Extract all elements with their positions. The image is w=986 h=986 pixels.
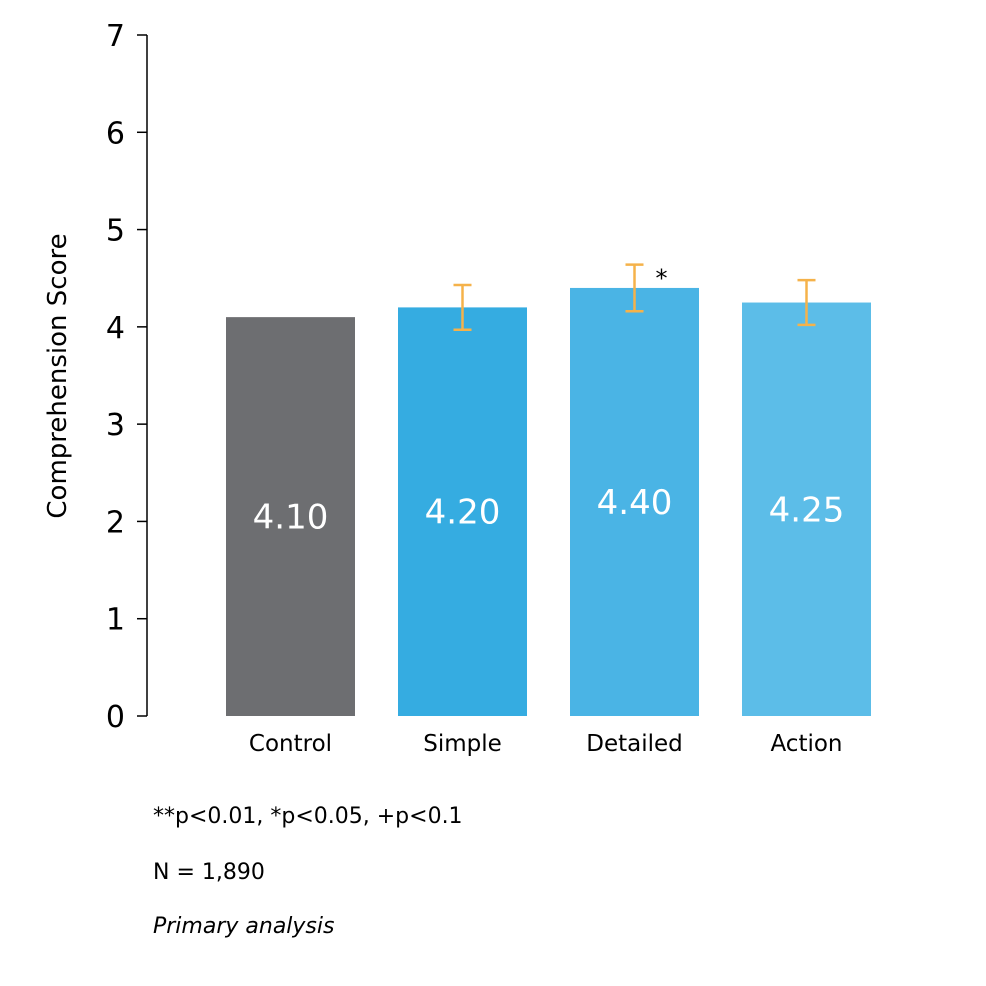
y-tick-label: 5 [106, 214, 125, 249]
bar-labels: 4.10 Control 4.20 Simple 4.40 Detailed * 4.25 Ac… [249, 265, 844, 757]
analysis-footnote: Primary analysis [153, 914, 335, 939]
significance-footnote: **p<0.01, *p<0.05, +p<0.1 [153, 804, 463, 829]
bar-value-label: 4.20 [425, 493, 501, 533]
bar-value-label: 4.25 [769, 490, 845, 530]
y-tick-label: 1 [106, 603, 125, 638]
error-bars [453, 263, 816, 332]
y-tick-label: 0 [106, 700, 125, 735]
y-tick-label: 7 [106, 19, 125, 54]
significance-marker: * [656, 265, 668, 293]
bar [570, 287, 699, 716]
bar [226, 317, 355, 716]
sample-size-footnote: N = 1,890 [153, 860, 265, 885]
category-label: Control [249, 731, 332, 757]
y-axis-label: Comprehension Score [43, 233, 73, 518]
y-tick-label: 6 [106, 116, 125, 151]
y-tick-label: 2 [106, 505, 125, 540]
bar [398, 307, 527, 716]
category-label: Simple [423, 731, 502, 757]
category-label: Detailed [586, 731, 683, 757]
bar [742, 302, 871, 716]
bar-value-label: 4.40 [597, 483, 673, 523]
y-tick-label: 3 [106, 408, 125, 443]
bar-value-label: 4.10 [253, 498, 329, 538]
bars [226, 287, 871, 716]
y-axis: 0 1 2 3 4 5 6 7 [106, 19, 148, 735]
category-label: Action [770, 731, 842, 757]
y-tick-label: 4 [106, 311, 125, 346]
